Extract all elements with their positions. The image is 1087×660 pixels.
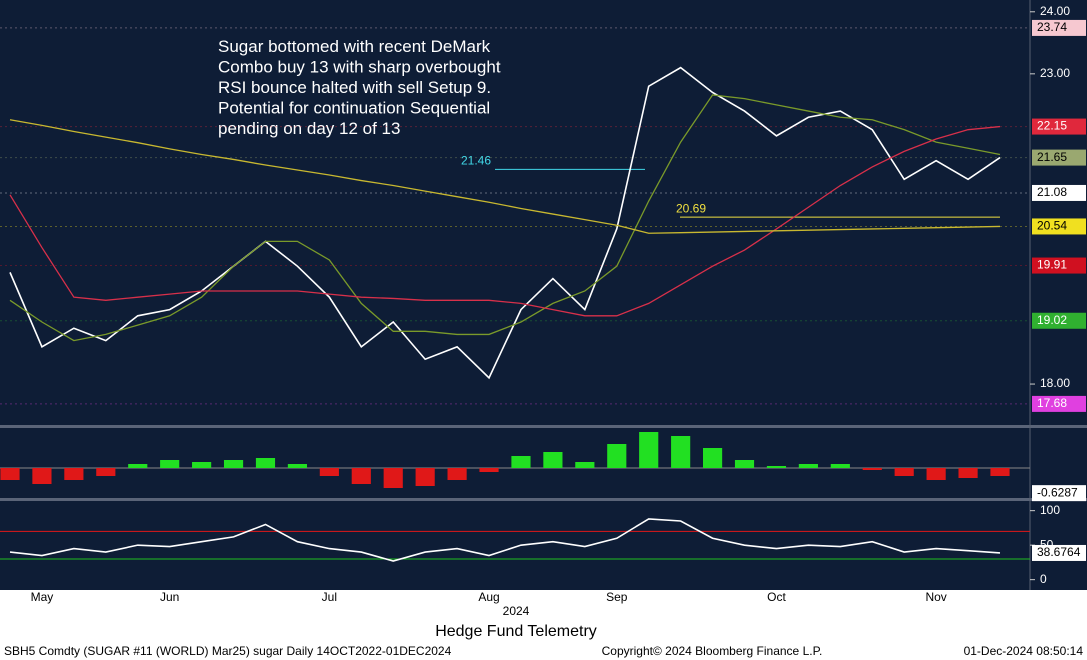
histogram-bar: [607, 444, 627, 468]
value-tag-label: 19.02: [1037, 313, 1067, 327]
level-label: 21.46: [461, 154, 491, 168]
histogram-bar: [255, 458, 276, 468]
histogram-bar: [383, 468, 403, 488]
y-tick-label: 24.00: [1040, 4, 1070, 18]
y-tick-label: 0: [1040, 572, 1047, 586]
series-line: [9, 94, 1001, 342]
series-line: [9, 119, 1001, 234]
value-tag-label: 20.54: [1037, 219, 1067, 233]
histogram-bar: [351, 468, 371, 484]
value-tag: [1032, 312, 1086, 329]
value-tag: [1032, 118, 1086, 135]
value-tag: [1032, 544, 1086, 561]
y-tick-label: 23.00: [1040, 66, 1070, 80]
histogram-bar: [192, 462, 212, 468]
x-tick-label: Nov: [925, 590, 946, 604]
histogram-bar: [543, 452, 563, 468]
value-tag: [1032, 149, 1086, 166]
histogram-bar: [766, 466, 787, 468]
histogram-bar: [734, 460, 755, 468]
histogram-bar: [990, 468, 1010, 476]
footer-center: Copyright© 2024 Bloomberg Finance L.P.: [602, 644, 823, 658]
histogram-bar: [32, 468, 52, 484]
value-tag: [1032, 19, 1086, 36]
annotation: Potential for continuation Sequential: [218, 99, 490, 118]
value-tag: [1032, 257, 1086, 274]
histogram-bar: [798, 464, 818, 468]
value-tag-label: 21.08: [1037, 185, 1067, 199]
footer-right: 01-Dec-2024 08:50:14: [964, 644, 1084, 658]
title: Hedge Fund Telemetry: [435, 623, 597, 640]
y-tick-label: 18.00: [1040, 376, 1070, 390]
histogram-bar: [223, 460, 244, 468]
chart-background: [0, 0, 1087, 590]
level-label: 20.69: [676, 201, 706, 215]
series-line: [9, 125, 1001, 317]
histogram-bar: [96, 468, 116, 476]
panel-divider: [0, 498, 1087, 501]
histogram-bar: [128, 464, 148, 468]
value-tag-label: 19.91: [1037, 258, 1067, 272]
x-tick-label: Aug: [478, 590, 499, 604]
panel-divider: [0, 425, 1087, 428]
x-tick-label: Oct: [767, 590, 786, 604]
histogram-bar: [639, 432, 659, 468]
x-tick-label: Jul: [322, 590, 337, 604]
histogram-bar: [287, 464, 307, 468]
histogram-bar: [415, 468, 435, 486]
histogram-bar: [958, 468, 978, 478]
value-tag-label: 38.6764: [1037, 545, 1081, 559]
histogram-bar: [926, 468, 946, 480]
histogram-bar: [894, 468, 914, 476]
footer-left: SBH5 Comdty (SUGAR #11 (WORLD) Mar25) su…: [4, 644, 452, 658]
histogram-bar: [575, 462, 595, 468]
value-tag-label: 23.74: [1037, 20, 1067, 34]
annotation: Sugar bottomed with recent DeMark: [218, 37, 491, 56]
value-tag-label: 22.15: [1037, 119, 1067, 133]
value-tag: [1032, 485, 1086, 502]
x-axis-label: 2024: [503, 604, 530, 618]
histogram-bar: [479, 468, 499, 472]
histogram-bar: [703, 448, 723, 468]
histogram-bar: [830, 464, 850, 468]
histogram-bar: [511, 456, 531, 468]
x-tick-label: Jun: [160, 590, 179, 604]
value-tag: [1032, 184, 1086, 201]
series-line: [9, 66, 1001, 380]
histogram-bar: [319, 468, 339, 476]
histogram-bar: [64, 468, 84, 480]
annotation: pending on day 12 of 13: [218, 119, 400, 138]
histogram-bar: [0, 468, 20, 480]
annotation: Combo buy 13 with sharp overbought: [218, 58, 501, 77]
annotation: RSI bounce halted with sell Setup 9.: [218, 78, 491, 97]
histogram-bar: [447, 468, 467, 480]
y-tick-label: 100: [1040, 503, 1060, 517]
value-tag: [1032, 395, 1086, 412]
value-tag-label: 17.68: [1037, 396, 1067, 410]
value-tag: [1032, 218, 1086, 235]
x-tick-label: May: [31, 590, 54, 604]
footer-background: [0, 590, 1087, 660]
x-tick-label: Sep: [606, 590, 628, 604]
value-tag-label: 21.65: [1037, 150, 1067, 164]
histogram-bar: [862, 468, 882, 470]
histogram-bar: [160, 460, 180, 468]
value-tag-label: -0.6287: [1037, 485, 1078, 499]
histogram-bar: [671, 436, 691, 468]
series-line: [9, 518, 1001, 562]
